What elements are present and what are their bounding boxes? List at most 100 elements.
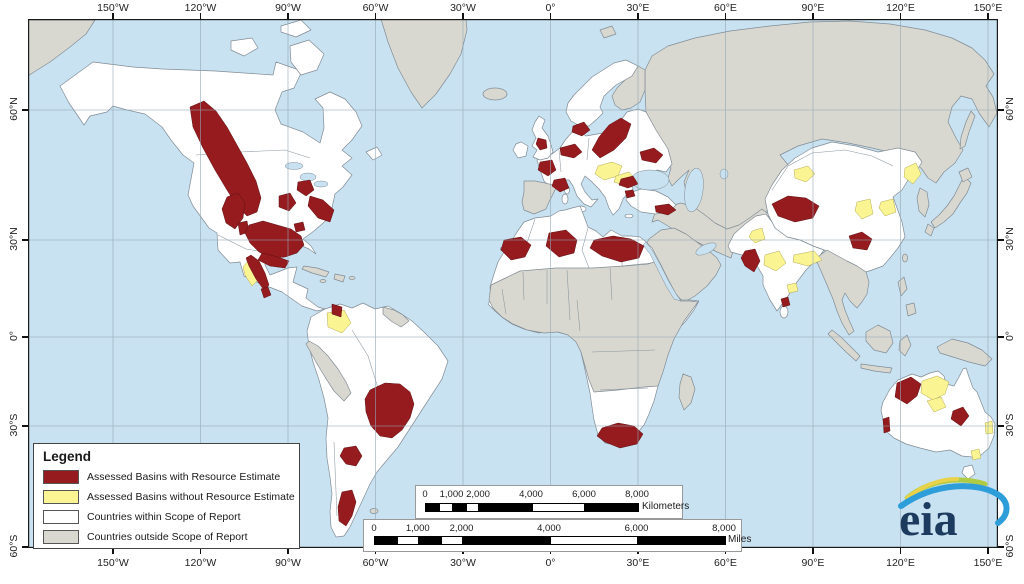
basin-western-canada — [189, 100, 262, 217]
region-ellesmere — [280, 19, 312, 38]
basin-black-warrior — [293, 221, 306, 233]
lat-label-left: 30°S — [8, 413, 20, 437]
lon-tick-top — [549, 13, 552, 19]
region-tasmania — [961, 464, 976, 480]
region-guyanas — [382, 306, 410, 328]
basin-thrace — [624, 189, 636, 199]
lon-label-top: 30°E — [626, 2, 650, 14]
basin-dnieper-donets — [639, 147, 664, 164]
basin-austral — [337, 489, 357, 527]
mi-tick: 1,000 — [405, 523, 430, 534]
lon-label-bottom: 60°W — [362, 557, 389, 569]
lat-label-right: 60°N — [1004, 97, 1016, 121]
lon-tick-top — [287, 13, 289, 19]
basin-paris — [537, 159, 557, 177]
region-puerto-rico — [348, 276, 356, 280]
lat-tick-right — [998, 336, 1004, 338]
region-java — [860, 363, 893, 374]
mi-tick: 6,000 — [624, 523, 649, 534]
region-hispaniola — [333, 273, 346, 283]
lon-tick-top — [374, 13, 377, 19]
lon-label-bottom: 90°E — [801, 557, 825, 569]
inland-seas — [284, 162, 729, 302]
basin-veracruz — [260, 286, 272, 299]
basin-perth — [882, 416, 891, 434]
region-sakhalin — [959, 110, 976, 150]
lat-tick-left — [22, 546, 28, 548]
legend-item-red: Assessed Basins with Resource Estimate — [43, 470, 299, 484]
region-greenland — [380, 19, 468, 109]
basin-southeast-anatolia — [654, 203, 677, 216]
basin-upper-indus — [748, 227, 766, 244]
lon-tick-top — [637, 13, 639, 19]
km-tick: 2,000 — [466, 489, 490, 500]
region-indochina — [816, 249, 870, 336]
caspian-sea — [684, 167, 704, 213]
basin-cooper — [950, 406, 970, 427]
region-victoria-island — [230, 37, 259, 57]
lon-tick-top — [462, 13, 464, 19]
region-cuba — [301, 265, 330, 278]
basin-ganges — [792, 250, 823, 267]
basin-southeast-france — [551, 177, 570, 193]
legend: Legend Assessed Basins with Resource Est… — [33, 443, 300, 549]
km-tick: 1,000 — [439, 489, 464, 500]
lon-label-top: 150°W — [97, 2, 129, 14]
basin-midcontinent-texas — [244, 220, 305, 259]
basin-scania-denmark — [571, 121, 591, 137]
land-outside-scope-overlays — [301, 110, 993, 514]
lake-superior — [284, 162, 304, 170]
region-ireland — [512, 141, 529, 159]
region-korea — [916, 187, 930, 218]
lon-tick-top — [112, 13, 114, 19]
legend-label: Assessed Basins without Resource Estimat… — [87, 491, 295, 503]
lat-label-left: 30°N — [8, 227, 20, 251]
basin-songliao — [903, 162, 922, 185]
basin-north-china — [878, 198, 897, 217]
graticule — [28, 19, 998, 548]
basin-cauvery — [780, 296, 791, 308]
km-unit-label: Kilometers — [642, 501, 690, 512]
legend-title: Legend — [43, 449, 92, 464]
basin-rajasthan-cambay — [763, 250, 787, 272]
basin-ghadames — [545, 229, 578, 258]
mi-bar — [374, 536, 726, 545]
region-sardinia — [561, 193, 569, 205]
lon-tick-bottom — [287, 548, 289, 554]
lon-label-bottom: 60°E — [714, 557, 737, 569]
lon-tick-top — [199, 13, 202, 19]
km-tick: 8,000 — [625, 489, 649, 500]
mi-tick: 8,000 — [712, 523, 736, 534]
mi-tick: 2,000 — [449, 523, 474, 534]
region-iceland — [482, 87, 508, 101]
region-jamaica — [319, 279, 327, 283]
region-taiwan — [902, 253, 908, 263]
mi-tick: 0 — [371, 523, 377, 534]
lon-tick-bottom — [987, 548, 989, 554]
mi-unit-label: Miles — [728, 534, 752, 545]
black-sea — [630, 169, 670, 191]
lat-label-left: 0° — [8, 330, 20, 342]
basin-lower-indus — [740, 248, 761, 273]
region-crete — [624, 213, 634, 219]
basin-krishna — [786, 282, 799, 294]
basin-michigan — [296, 179, 315, 197]
aral-sea — [719, 168, 729, 180]
eia-logo-text: eia — [899, 493, 958, 546]
lon-label-bottom: 0° — [545, 557, 556, 569]
legend-swatch-white — [43, 510, 79, 524]
lat-tick-left — [22, 239, 28, 241]
lat-tick-right — [998, 546, 1004, 548]
legend-item-yellow: Assessed Basins without Resource Estimat… — [43, 490, 299, 504]
km-bar — [425, 503, 639, 512]
basin-georgina — [920, 375, 950, 401]
basin-neuquen — [339, 445, 363, 467]
basin-karoo — [596, 422, 644, 449]
lon-label-bottom: 150°E — [973, 557, 1003, 569]
lon-tick-top — [724, 13, 727, 19]
lon-label-top: 120°E — [886, 2, 915, 14]
lon-tick-top — [899, 13, 902, 19]
red-sea — [642, 241, 682, 302]
basin-bowland — [535, 137, 548, 151]
